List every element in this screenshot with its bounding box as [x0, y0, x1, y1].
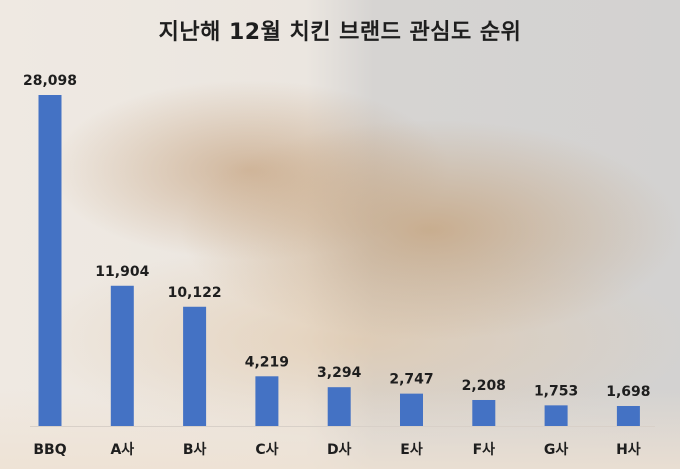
data-label-3: 4,219 — [245, 354, 289, 370]
x-tick-label-3: C사 — [255, 442, 278, 458]
bar-7 — [544, 405, 568, 426]
data-label-1: 11,904 — [95, 264, 149, 280]
x-tick-label-1: A사 — [110, 442, 134, 458]
bar-3 — [255, 376, 279, 426]
x-tick-label-4: D사 — [327, 442, 352, 458]
bar-5 — [400, 393, 423, 426]
data-label-8: 1,698 — [606, 384, 650, 400]
bar-0 — [38, 95, 62, 426]
chart-title: 지난해 12월 치킨 브랜드 관심도 순위 — [158, 20, 522, 45]
x-tick-label-8: H사 — [616, 442, 641, 458]
x-tick-label-6: F사 — [473, 442, 496, 458]
x-tick-label-0: BBQ — [33, 442, 66, 458]
bar-8 — [616, 405, 640, 426]
data-label-4: 3,294 — [317, 365, 362, 381]
data-label-0: 28,098 — [23, 73, 77, 89]
bar-2 — [183, 306, 207, 426]
data-label-7: 1,753 — [534, 383, 578, 399]
bar-1 — [110, 285, 134, 426]
data-label-6: 2,208 — [462, 378, 506, 394]
bar-4 — [327, 387, 351, 426]
x-tick-label-7: G사 — [544, 442, 568, 458]
x-tick-label-2: B사 — [183, 442, 207, 458]
data-label-5: 2,747 — [389, 372, 433, 388]
data-label-2: 10,122 — [168, 285, 222, 301]
bar-6 — [472, 399, 496, 426]
x-tick-label-5: E사 — [400, 442, 423, 458]
